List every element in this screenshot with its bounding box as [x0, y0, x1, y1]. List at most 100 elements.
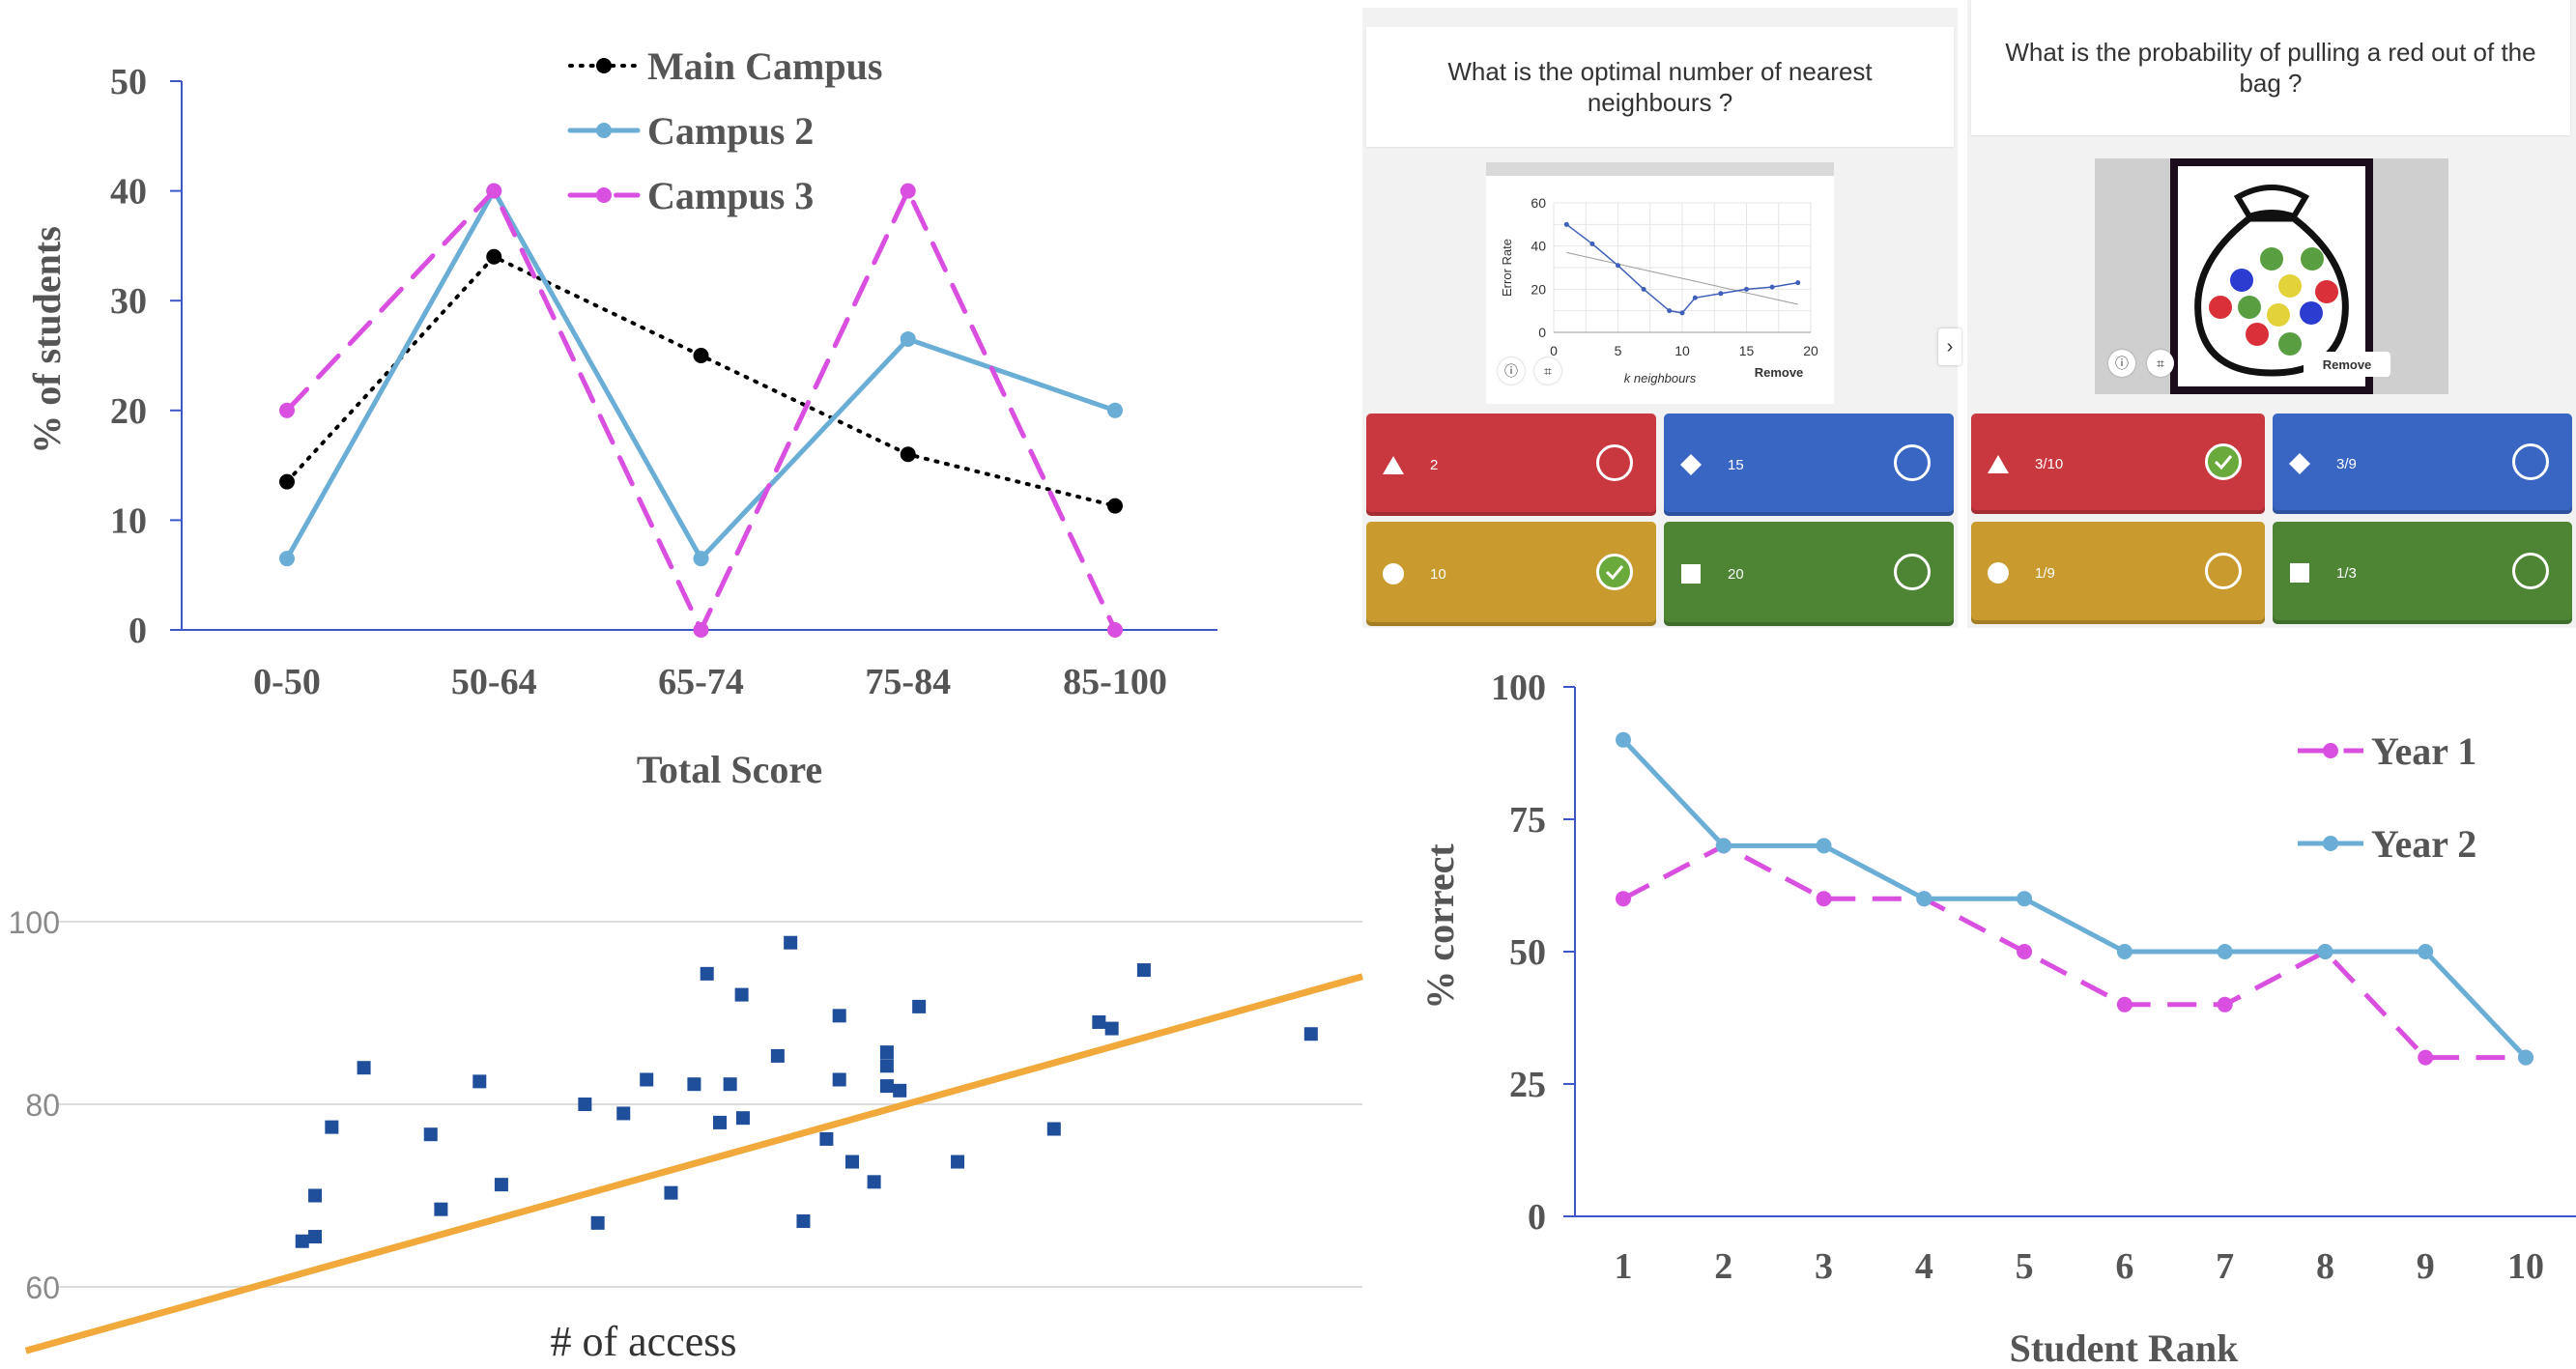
- data-point: [2217, 944, 2233, 959]
- data-point: [734, 987, 749, 1002]
- data-point: [1616, 731, 1631, 748]
- legend-label: Year 1: [2371, 729, 2476, 773]
- data-point: [2017, 944, 2033, 959]
- answer-option-triangle[interactable]: 2: [1366, 414, 1656, 516]
- data-point: [2017, 891, 2033, 907]
- data-point: [832, 1009, 846, 1023]
- square-icon: [2288, 561, 2311, 585]
- data-point: [423, 1127, 438, 1142]
- y-axis-title: Error Rate: [1500, 239, 1514, 297]
- data-point: [1816, 838, 1832, 854]
- data-point: [279, 402, 295, 418]
- circle-icon: [1987, 561, 2010, 585]
- crop-icon[interactable]: ⌗: [2147, 350, 2174, 377]
- answer-label: 3/10: [2035, 455, 2064, 472]
- answer-toggle[interactable]: [1894, 444, 1931, 481]
- answer-label: 1/3: [2336, 564, 2357, 582]
- data-point: [308, 1188, 323, 1203]
- x-tick-label: 75-84: [865, 662, 951, 702]
- data-point: [295, 1234, 309, 1248]
- data-point: [664, 1185, 678, 1200]
- chevron-right-icon[interactable]: ›: [1938, 328, 1961, 365]
- marble-bag-icon: [2170, 158, 2373, 394]
- data-point: [770, 1048, 785, 1063]
- quiz-panel-probability: What is the probability of pulling a red…: [1967, 0, 2576, 628]
- data-point: [912, 999, 927, 1013]
- series-line-0: [1621, 842, 2526, 1061]
- x-axis-title: # of access: [550, 1318, 736, 1365]
- answer-option-diamond[interactable]: 15: [1664, 414, 1954, 516]
- student-rank-chart: 0 25 50 75 100 1 2 3 4 5 6 7 8 9 10 Student Rank % corre…: [1418, 668, 2576, 1369]
- data-point: [472, 1074, 487, 1089]
- data-point: [1046, 1122, 1061, 1136]
- x-tick-label: 9: [2417, 1246, 2435, 1287]
- question-image-frame: 0 20 40 60 0 5 10 15 20 Error Rate k neighbours ⓘ …: [1486, 162, 1834, 404]
- data-point: [357, 1061, 371, 1075]
- legend-label: Year 2: [2371, 822, 2476, 866]
- data-point: [1769, 284, 1775, 290]
- legend-marker: [2323, 836, 2338, 851]
- correct-check-icon[interactable]: [2205, 443, 2242, 480]
- data-point: [1718, 291, 1724, 297]
- data-point: [486, 183, 502, 199]
- data-point: [867, 1175, 881, 1189]
- x-tick-label: 5: [2016, 1246, 2034, 1287]
- data-point: [900, 446, 916, 463]
- y-tick-label: 10: [110, 500, 147, 541]
- x-tick-label: 0: [1550, 343, 1558, 358]
- answer-option-circle[interactable]: 10: [1366, 522, 1656, 626]
- x-tick-label: 0-50: [253, 662, 321, 702]
- data-point: [590, 1215, 605, 1230]
- data-point: [2418, 944, 2434, 959]
- data-point: [578, 1098, 592, 1111]
- data-point: [1616, 891, 1631, 907]
- answer-option-circle[interactable]: 1/9: [1971, 522, 2265, 624]
- x-axis-title: Total Score: [637, 748, 822, 791]
- legend-marker: [596, 123, 612, 138]
- answer-toggle[interactable]: [1596, 444, 1633, 481]
- answer-toggle[interactable]: [1894, 554, 1931, 590]
- data-point: [1715, 838, 1732, 854]
- answer-label: 1/9: [2035, 564, 2055, 582]
- data-point: [1303, 1027, 1318, 1041]
- answer-option-square[interactable]: 20: [1664, 522, 1954, 626]
- x-tick-label: 15: [1739, 343, 1755, 358]
- trend-line: [24, 973, 1363, 1355]
- y-tick-label: 30: [110, 281, 147, 322]
- data-point: [640, 1072, 654, 1087]
- remove-image-button[interactable]: Remove: [2304, 352, 2390, 377]
- answer-option-diamond[interactable]: 3/9: [2273, 414, 2572, 514]
- y-tick-label: 50: [1509, 932, 1546, 973]
- crop-icon[interactable]: ⌗: [1534, 357, 1561, 385]
- x-tick-label: 8: [2316, 1246, 2334, 1287]
- x-tick-label: 50-64: [451, 662, 537, 702]
- answer-toggle[interactable]: [2512, 443, 2549, 480]
- y-tick-label: 60: [1531, 195, 1546, 211]
- x-tick-label: 10: [2507, 1246, 2544, 1287]
- data-point: [1795, 280, 1801, 286]
- answer-toggle[interactable]: [2512, 553, 2549, 589]
- data-point: [1816, 891, 1832, 907]
- data-point: [879, 1079, 894, 1094]
- correct-check-icon[interactable]: [1596, 554, 1633, 590]
- answer-option-square[interactable]: 1/3: [2273, 522, 2572, 624]
- answer-option-triangle[interactable]: 3/10: [1971, 414, 2265, 514]
- info-icon[interactable]: ⓘ: [1498, 357, 1525, 385]
- answer-label: 10: [1430, 565, 1446, 583]
- data-point: [723, 1077, 737, 1092]
- question-title-probability: What is the probability of pulling a red…: [1971, 0, 2570, 135]
- info-icon[interactable]: ⓘ: [2108, 350, 2135, 377]
- data-point: [693, 348, 709, 363]
- data-point: [1916, 891, 1932, 907]
- data-point: [879, 1045, 894, 1060]
- y-axis-title: % of students: [25, 226, 69, 454]
- legend-label: Campus 2: [647, 109, 814, 153]
- data-point: [1104, 1021, 1119, 1036]
- y-tick-label: 100: [1491, 668, 1546, 708]
- x-axis-title: k neighbours: [1624, 371, 1697, 385]
- x-axis-title: Student Rank: [2010, 1326, 2240, 1369]
- remove-image-button[interactable]: Remove: [1735, 359, 1822, 385]
- diamond-icon: [2288, 452, 2311, 475]
- answer-toggle[interactable]: [2205, 553, 2242, 589]
- data-point: [893, 1083, 907, 1098]
